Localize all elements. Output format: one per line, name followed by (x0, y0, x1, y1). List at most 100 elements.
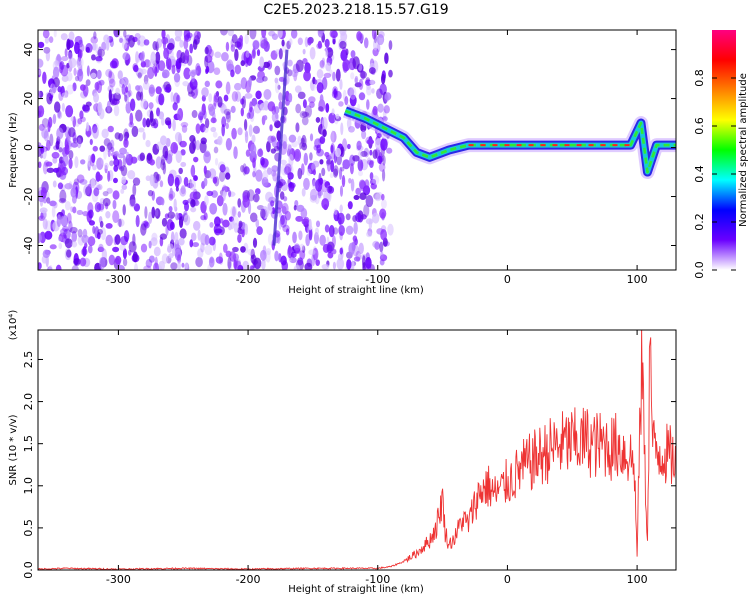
noise-speck (204, 234, 210, 246)
noise-speck (143, 39, 150, 46)
colorbar-tick-label: 0.0 (693, 261, 706, 279)
noise-speck (363, 37, 369, 49)
noise-speck (49, 200, 57, 207)
noise-speck (129, 194, 136, 207)
noise-speck (172, 102, 178, 111)
noise-speck (244, 223, 249, 236)
noise-speck (378, 31, 385, 38)
noise-speck (371, 30, 377, 40)
noise-speck (340, 146, 345, 158)
noise-speck (312, 169, 316, 176)
noise-speck (190, 69, 199, 75)
noise-speck (151, 206, 156, 219)
noise-speck (127, 90, 133, 97)
noise-speck (175, 212, 180, 221)
noise-speck (55, 264, 62, 270)
noise-speck (64, 182, 73, 190)
noise-speck (323, 72, 332, 79)
noise-speck (315, 220, 321, 228)
noise-speck (142, 117, 147, 128)
noise-speck (380, 138, 388, 151)
noise-speck (209, 202, 218, 215)
noise-speck (209, 222, 214, 228)
noise-speck (132, 251, 138, 263)
noise-speck (179, 39, 184, 48)
noise-speck (261, 30, 267, 39)
noise-speck (368, 67, 376, 75)
noise-speck (80, 159, 86, 165)
noise-speck (190, 199, 196, 208)
noise-speck (54, 60, 59, 66)
noise-speck (51, 151, 60, 159)
noise-speck (230, 69, 235, 78)
noise-speck (150, 237, 158, 247)
noise-speck (59, 163, 65, 177)
noise-speck (379, 254, 388, 262)
noise-speck (154, 256, 158, 269)
noise-speck (119, 243, 126, 251)
noise-speck (68, 220, 73, 233)
noise-speck (344, 95, 349, 106)
noise-speck (200, 215, 206, 221)
noise-speck (72, 137, 79, 144)
noise-speck (208, 93, 213, 103)
noise-speck (167, 42, 175, 50)
noise-speck (61, 102, 65, 112)
noise-speck (256, 127, 260, 134)
noise-speck (388, 40, 393, 51)
noise-speck (161, 197, 165, 206)
noise-speck (260, 156, 265, 166)
colorbar-label: Normalized spectral amplitude (738, 73, 749, 227)
noise-speck (112, 246, 120, 253)
noise-speck (278, 220, 282, 230)
noise-speck (330, 130, 337, 143)
noise-speck (157, 60, 166, 72)
noise-speck (337, 212, 345, 225)
noise-speck (77, 118, 83, 125)
noise-speck (369, 172, 374, 180)
noise-speck (366, 139, 375, 145)
noise-speck (38, 58, 44, 68)
noise-speck (208, 48, 214, 58)
noise-speck (87, 236, 96, 247)
noise-speck (225, 110, 231, 120)
noise-speck (155, 173, 161, 182)
noise-speck (366, 231, 373, 238)
noise-speck (228, 190, 232, 198)
noise-speck (345, 213, 351, 221)
noise-speck (299, 243, 305, 252)
noise-speck (164, 86, 171, 93)
noise-speck (365, 218, 374, 225)
spectrogram-y-tick-label: 40 (22, 43, 35, 57)
noise-speck (288, 134, 297, 143)
noise-speck (238, 220, 243, 228)
noise-speck (38, 262, 42, 270)
noise-speck (190, 232, 197, 242)
noise-speck (178, 216, 184, 229)
noise-speck (92, 123, 98, 134)
noise-speck (255, 90, 262, 100)
noise-speck (302, 48, 306, 55)
noise-speck (159, 233, 168, 240)
noise-speck (309, 47, 316, 60)
noise-speck (38, 69, 42, 75)
noise-speck (197, 112, 204, 121)
noise-speck (42, 249, 50, 259)
noise-speck (79, 178, 88, 185)
noise-speck (214, 157, 219, 166)
noise-speck (121, 38, 128, 50)
noise-speck (208, 168, 217, 179)
noise-speck (40, 187, 47, 199)
noise-speck (109, 160, 114, 167)
noise-speck (252, 40, 260, 50)
noise-speck (82, 105, 91, 113)
noise-speck (135, 109, 143, 122)
noise-speck (331, 130, 335, 144)
noise-speck (213, 67, 221, 76)
noise-speck (321, 57, 326, 66)
noise-speck (88, 220, 96, 226)
noise-speck (227, 30, 234, 37)
noise-speck (117, 70, 123, 80)
noise-speck (280, 255, 287, 266)
noise-speck (113, 30, 121, 38)
